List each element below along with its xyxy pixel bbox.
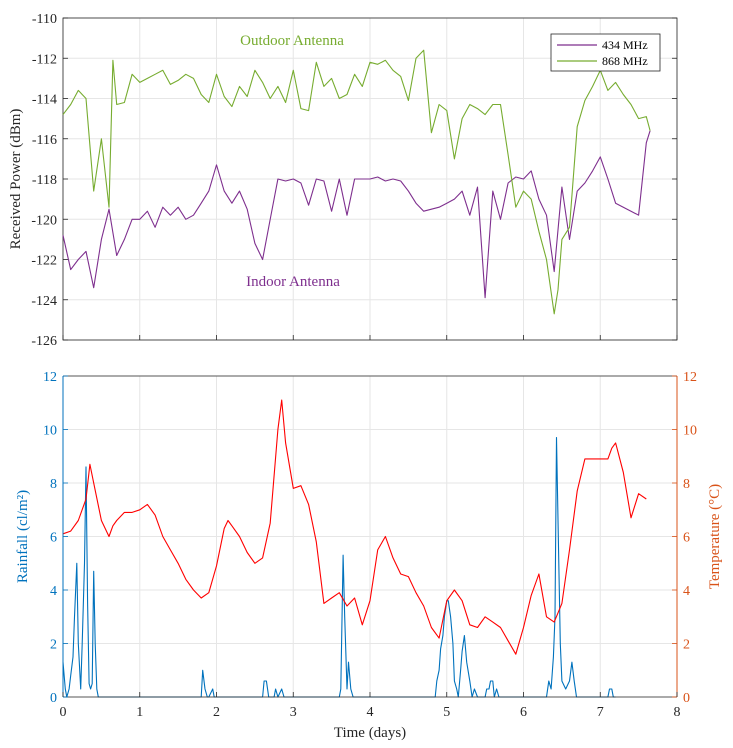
rainfall-tick-label: 2 bbox=[50, 638, 57, 653]
bottom-x-tick-label: 2 bbox=[213, 705, 220, 720]
bottom-x-tick-label: 0 bbox=[60, 705, 67, 720]
temperature-tick-label: 2 bbox=[683, 638, 690, 653]
top-y-tick-label: -114 bbox=[32, 93, 57, 108]
rainfall-tick-label: 8 bbox=[50, 477, 57, 492]
temperature-line bbox=[62, 399, 647, 655]
temperature-tick-label: 10 bbox=[683, 424, 697, 439]
top-y-tick-label: -118 bbox=[32, 173, 57, 188]
bottom-x-tick-label: 6 bbox=[520, 705, 527, 720]
top-chart-panel: -126 -124 -122 -120 -118 -116 -114 -112 -110 Rec… bbox=[8, 12, 678, 349]
top-y-axis-label: Received Power (dBm) bbox=[8, 109, 24, 250]
temperature-tick-label: 0 bbox=[683, 691, 690, 706]
legend-label-868: 868 MHz bbox=[602, 54, 648, 68]
top-y-tick-label: -116 bbox=[32, 133, 57, 148]
bottom-x-tick-label: 3 bbox=[290, 705, 297, 720]
temperature-tick-label: 6 bbox=[683, 531, 690, 546]
bottom-x-axis-label: Time (days) bbox=[334, 725, 406, 741]
rainfall-tick-label: 4 bbox=[50, 584, 57, 599]
top-y-tick-label: -124 bbox=[31, 294, 57, 309]
rainfall-tick-label: 12 bbox=[43, 370, 57, 385]
temperature-tick-label: 8 bbox=[683, 477, 690, 492]
temperature-axis-label: Temperature (°C) bbox=[707, 484, 723, 589]
legend-label-434: 434 MHz bbox=[602, 38, 648, 52]
top-y-tick-label: -120 bbox=[31, 213, 57, 228]
rainfall-axis-label: Rainfall (cl/m²) bbox=[15, 490, 31, 583]
outdoor-antenna-annotation: Outdoor Antenna bbox=[240, 33, 344, 49]
top-y-tick-label: -126 bbox=[31, 334, 57, 349]
bottom-x-tick-label: 7 bbox=[597, 705, 604, 720]
top-y-tick-label: -110 bbox=[32, 12, 57, 27]
top-chart-ticks: -126 -124 -122 -120 -118 -116 -114 -112 -110 bbox=[31, 12, 678, 349]
bottom-x-tick-label: 5 bbox=[443, 705, 450, 720]
rainfall-tick-label: 10 bbox=[43, 424, 57, 439]
top-y-tick-label: -122 bbox=[31, 254, 57, 269]
temperature-tick-label: 12 bbox=[683, 370, 697, 385]
rainfall-tick-label: 0 bbox=[50, 691, 57, 706]
legend: 434 MHz 868 MHz bbox=[550, 33, 661, 72]
rainfall-tick-label: 6 bbox=[50, 531, 57, 546]
bottom-x-tick-label: 4 bbox=[367, 705, 374, 720]
temperature-tick-label: 4 bbox=[683, 584, 690, 599]
legend-box bbox=[550, 33, 661, 72]
top-chart-series bbox=[62, 49, 651, 315]
series-434mhz-line bbox=[62, 130, 651, 299]
bottom-x-tick-label: 8 bbox=[674, 705, 681, 720]
series-868mhz-line bbox=[62, 49, 651, 315]
top-y-tick-label: -112 bbox=[32, 52, 57, 67]
indoor-antenna-annotation: Indoor Antenna bbox=[246, 274, 340, 290]
bottom-x-tick-label: 1 bbox=[136, 705, 143, 720]
